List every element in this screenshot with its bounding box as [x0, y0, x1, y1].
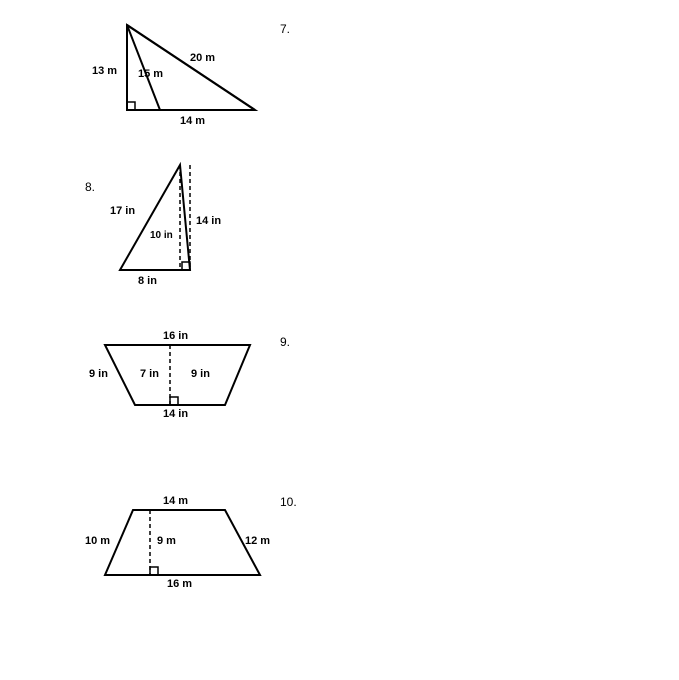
p9-right-label: 9 in: [191, 368, 210, 380]
p8-interior-label: 10 in: [150, 230, 173, 241]
p7-base-label: 14 m: [180, 115, 205, 127]
p7-left-label: 13 m: [92, 65, 117, 77]
p8-right-label: 14 in: [196, 215, 221, 227]
p9-top-label: 16 in: [163, 330, 188, 342]
p9-base-label: 14 in: [163, 408, 188, 420]
p9-left-label: 9 in: [89, 368, 108, 380]
p8-left-label: 17 in: [110, 205, 135, 217]
triangle-8-svg: [100, 160, 250, 290]
p10-interior-label: 9 m: [157, 535, 176, 547]
problem-9-figure: 16 in 9 in 7 in 9 in 14 in: [95, 330, 275, 420]
trapezoid-9-svg: [95, 330, 275, 420]
p8-base-label: 8 in: [138, 275, 157, 287]
problem-7-number: 7.: [280, 22, 290, 36]
p9-interior-label: 7 in: [140, 368, 159, 380]
p10-left-label: 10 m: [85, 535, 110, 547]
p10-top-label: 14 m: [163, 495, 188, 507]
p7-interior-label: 15 m: [138, 68, 163, 80]
problem-8-figure: 17 in 10 in 14 in 8 in: [100, 160, 250, 290]
problem-8-number: 8.: [85, 180, 95, 194]
p7-hyp-label: 20 m: [190, 52, 215, 64]
problem-9-number: 9.: [280, 335, 290, 349]
problem-7-figure: 13 m 15 m 20 m 14 m: [80, 20, 270, 130]
p10-right-label: 12 m: [245, 535, 270, 547]
p10-base-label: 16 m: [167, 578, 192, 590]
problem-10-figure: 14 m 10 m 9 m 12 m 16 m: [95, 495, 285, 590]
